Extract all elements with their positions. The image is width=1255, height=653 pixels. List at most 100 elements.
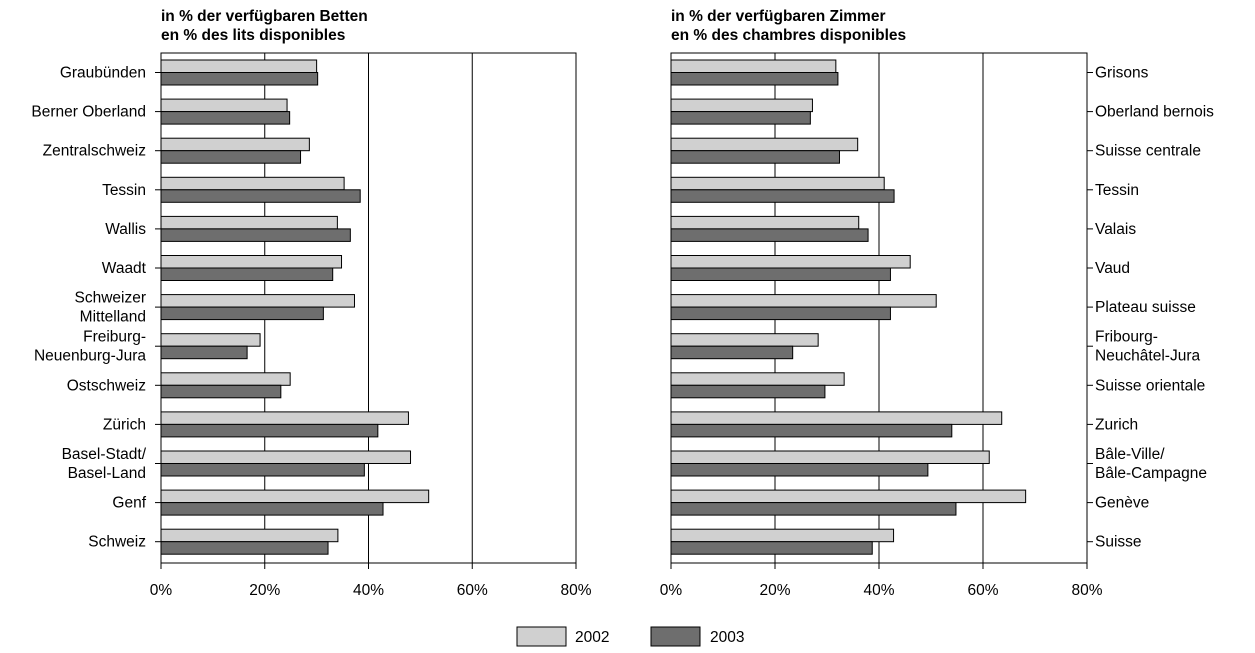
bar-2002: [160, 333, 261, 347]
category-label: Tessin: [102, 182, 146, 199]
bar-2003: [160, 111, 291, 125]
category-label: Freiburg-: [83, 329, 146, 346]
bar-2003: [670, 72, 839, 86]
category-label: Mittelland: [80, 309, 146, 326]
category-label: Waadt: [102, 260, 147, 277]
bar-2002: [670, 294, 937, 308]
bar-2003: [160, 541, 329, 555]
bar-2003: [670, 463, 929, 477]
bar-2002: [670, 215, 860, 230]
bar-2002: [160, 176, 345, 191]
bar-2003: [670, 189, 895, 203]
x-tick-label: 80%: [560, 582, 591, 599]
legend: 2002 2003: [516, 626, 744, 647]
bar-2002: [160, 372, 291, 386]
bar-2002: [160, 294, 355, 308]
category-label: Schweizer: [75, 290, 147, 307]
category-label: Zentralschweiz: [43, 143, 146, 160]
category-label: Vaud: [1095, 260, 1130, 277]
bar-2003: [670, 384, 826, 399]
legend-swatch-2002: [516, 626, 567, 647]
bar-2002: [670, 333, 819, 347]
bar-2002: [670, 411, 1003, 425]
category-label: Bâle-Ville/: [1095, 446, 1165, 463]
chart-panel-2: in % der verfügbaren Zimmer en % des cham…: [660, 8, 1214, 599]
bar-2002: [160, 528, 339, 543]
bar-2003: [160, 502, 384, 516]
legend-label: 2002: [575, 629, 609, 646]
bar-2003: [160, 150, 302, 164]
x-tick-label: 20%: [759, 582, 790, 599]
bar-2003: [160, 228, 351, 242]
x-tick-label: 80%: [1071, 582, 1102, 599]
x-tick-label: 0%: [660, 582, 683, 599]
x-tick-label: 60%: [967, 582, 998, 599]
category-label: Ostschweiz: [67, 377, 146, 394]
bar-2002: [670, 372, 845, 386]
bar-2002: [670, 255, 911, 269]
bar-2003: [670, 150, 840, 164]
bar-2003: [670, 267, 891, 281]
bar-2002: [160, 98, 288, 113]
bar-2002: [160, 411, 409, 425]
bar-2002: [670, 137, 859, 152]
category-label: Grisons: [1095, 65, 1149, 82]
legend-swatch-2003: [650, 626, 701, 647]
category-label: Plateau suisse: [1095, 299, 1196, 316]
category-label: Wallis: [105, 221, 146, 238]
bar-2002: [160, 489, 430, 504]
category-label: Genf: [112, 495, 146, 512]
x-tick-label: 40%: [353, 582, 384, 599]
category-label: Suisse orientale: [1095, 377, 1205, 394]
chart-title-line: en % des chambres disponibles: [671, 27, 906, 44]
bar-2003: [670, 423, 953, 438]
category-label: Neuchâtel-Jura: [1095, 348, 1200, 365]
bar-2002: [160, 255, 343, 269]
category-label: Genève: [1095, 495, 1149, 512]
bar-2003: [670, 345, 794, 360]
bar-2003: [160, 306, 324, 321]
category-label: Tessin: [1095, 182, 1139, 199]
bar-2003: [670, 111, 811, 125]
bar-2003: [670, 228, 869, 242]
bar-2003: [670, 541, 873, 555]
category-label: Suisse centrale: [1095, 143, 1201, 160]
category-label: Basel-Stadt/: [62, 446, 147, 463]
bar-2003: [160, 463, 365, 477]
category-label: Schweiz: [88, 534, 146, 551]
category-label: Oberland bernois: [1095, 104, 1214, 121]
category-label: Basel-Land: [68, 465, 146, 482]
x-tick-label: 40%: [863, 582, 894, 599]
x-tick-label: 0%: [150, 582, 173, 599]
bar-2002: [160, 59, 318, 73]
chart-title-line: in % der verfügbaren Zimmer: [671, 8, 885, 25]
legend-label: 2003: [710, 629, 744, 646]
category-label: Neuenburg-Jura: [34, 348, 146, 365]
x-tick-label: 20%: [249, 582, 280, 599]
bar-2003: [160, 189, 361, 203]
bar-2002: [670, 450, 990, 464]
chart-title-line: en % des lits disponibles: [161, 27, 345, 44]
bar-2003: [670, 306, 891, 321]
bar-2002: [670, 489, 1027, 504]
bar-2002: [670, 176, 885, 191]
chart-panel-1: in % der verfügbaren Betten en % des lits…: [31, 8, 591, 599]
bar-2003: [160, 423, 379, 438]
category-label: Fribourg-: [1095, 329, 1158, 346]
category-label: Valais: [1095, 221, 1136, 238]
bar-2003: [160, 345, 248, 360]
bar-2002: [160, 450, 412, 464]
bar-2003: [670, 502, 957, 516]
category-label: Suisse: [1095, 534, 1142, 551]
bar-2002: [670, 528, 895, 543]
bar-2002: [670, 98, 813, 113]
bar-2003: [160, 384, 282, 399]
category-label: Zurich: [1095, 416, 1138, 433]
bar-2002: [160, 215, 338, 230]
category-label: Berner Oberland: [31, 104, 146, 121]
category-label: Bâle-Campagne: [1095, 465, 1207, 482]
bar-2002: [160, 137, 310, 152]
bar-2002: [670, 59, 837, 73]
bar-2003: [160, 267, 334, 281]
